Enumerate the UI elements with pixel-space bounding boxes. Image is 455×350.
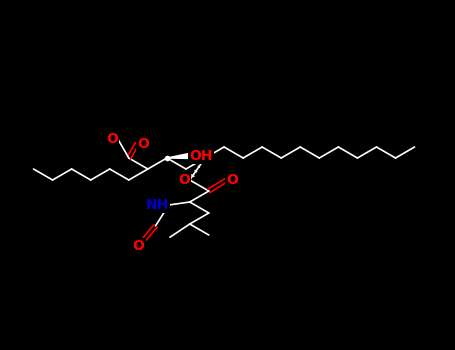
Text: O: O (227, 173, 238, 187)
Text: NH: NH (146, 198, 169, 212)
Text: O: O (178, 173, 190, 187)
Text: O: O (137, 137, 149, 151)
Text: O: O (106, 132, 118, 146)
Polygon shape (167, 154, 189, 159)
Text: OH: OH (189, 149, 212, 163)
Text: O: O (133, 239, 145, 253)
